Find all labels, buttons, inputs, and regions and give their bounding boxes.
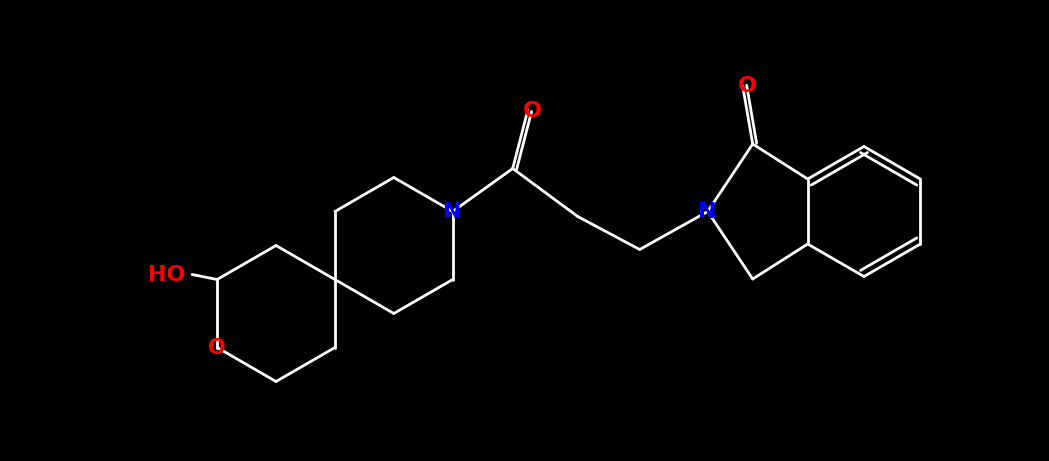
Text: N: N — [444, 201, 462, 221]
Text: O: O — [209, 337, 226, 357]
Text: O: O — [523, 100, 542, 120]
Text: O: O — [738, 76, 757, 96]
Text: N: N — [699, 201, 716, 221]
Text: HO: HO — [148, 265, 186, 284]
